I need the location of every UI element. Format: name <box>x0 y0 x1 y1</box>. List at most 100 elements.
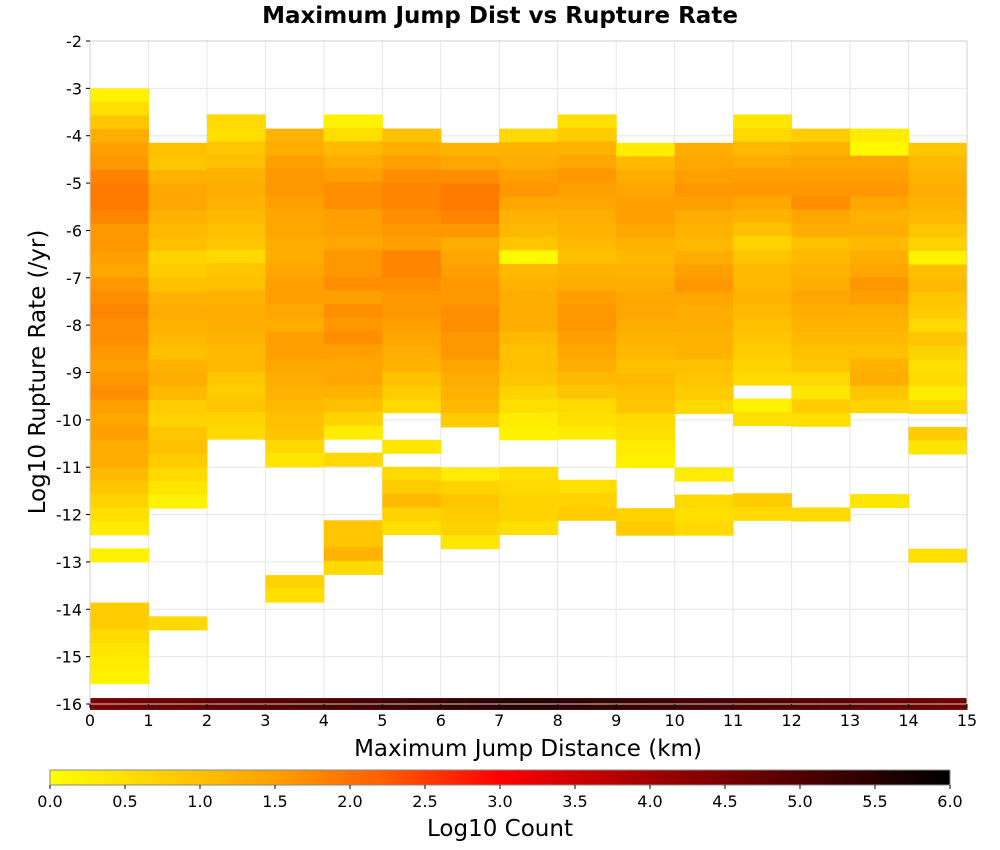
heatmap-cell <box>440 481 500 496</box>
heatmap-cell <box>206 290 266 305</box>
heatmap-cell <box>674 156 734 171</box>
heatmap-cell <box>382 304 442 319</box>
heatmap-cell <box>440 494 500 509</box>
heatmap-cell <box>90 115 149 130</box>
heatmap-cell <box>323 317 383 332</box>
heatmap-cell <box>499 304 559 319</box>
heatmap-cell <box>499 196 559 211</box>
y-tick-label: -6 <box>66 221 82 240</box>
heatmap-cell <box>557 371 617 386</box>
heatmap-cell <box>908 399 968 414</box>
heatmap-cell <box>382 169 442 184</box>
heatmap-cell <box>850 345 910 360</box>
heatmap-cell <box>90 480 149 495</box>
heatmap-cell <box>382 466 442 481</box>
heatmap-cell <box>382 385 442 400</box>
heatmap-cell <box>440 413 500 428</box>
heatmap-cell <box>323 330 383 345</box>
x-tick-label: 4 <box>319 711 329 730</box>
heatmap-cell <box>440 345 500 360</box>
heatmap-cell <box>206 317 266 332</box>
heatmap-cell <box>382 480 442 495</box>
heatmap-cell <box>733 209 793 224</box>
heatmap-cell <box>499 263 559 278</box>
heatmap-cell <box>908 426 968 441</box>
heatmap-cell <box>557 506 617 521</box>
heatmap-cell <box>206 344 266 359</box>
heatmap-cell <box>557 290 617 305</box>
heatmap-cell <box>499 142 559 157</box>
heatmap-cell <box>674 508 734 523</box>
heatmap-cell <box>791 290 851 305</box>
heatmap-cell <box>499 236 559 251</box>
heatmap-cell <box>382 399 442 414</box>
heatmap-cell <box>90 467 149 482</box>
heatmap-cell <box>557 141 617 156</box>
heatmap-cell <box>908 210 968 225</box>
heatmap-cell <box>499 399 559 414</box>
x-tick-label: 10 <box>664 711 684 730</box>
heatmap-cell <box>90 196 149 211</box>
heatmap-cell <box>148 454 208 469</box>
heatmap-cell <box>557 385 617 400</box>
heatmap-cell <box>616 521 676 536</box>
heatmap-cell <box>499 358 559 373</box>
heatmap-cell <box>908 318 968 333</box>
heatmap-cell <box>733 276 793 291</box>
heatmap-cell <box>499 155 559 170</box>
heatmap-cell <box>206 154 266 170</box>
x-tick-label: 7 <box>494 711 504 730</box>
heatmap-cell <box>499 345 559 360</box>
heatmap-cell <box>90 345 149 360</box>
heatmap-cell <box>908 183 968 198</box>
heatmap-cell <box>733 303 793 318</box>
heatmap-cell <box>440 535 500 550</box>
heatmap-cell <box>90 413 149 428</box>
heatmap-cell <box>674 467 734 482</box>
heatmap-cell <box>382 142 442 157</box>
heatmap-cell <box>674 278 734 293</box>
heatmap-cell <box>323 141 383 156</box>
heatmap-cell <box>499 507 559 522</box>
heatmap-cell <box>616 386 676 401</box>
heatmap-cell <box>206 398 266 413</box>
heatmap-cell <box>382 331 442 346</box>
heatmap-cell <box>440 210 500 225</box>
heatmap-cell <box>850 155 910 170</box>
heatmap-cell <box>148 481 208 496</box>
heatmap-cell <box>674 386 734 401</box>
heatmap-cell <box>148 372 208 387</box>
heatmap-cell <box>148 426 208 441</box>
heatmap-cell <box>382 290 442 305</box>
heatmap-cell <box>206 425 266 440</box>
heatmap-cell <box>90 507 149 522</box>
heatmap-cell <box>499 385 559 400</box>
heatmap-cell <box>90 616 149 631</box>
heatmap-cell <box>148 142 208 157</box>
heatmap-cell <box>148 183 208 198</box>
heatmap-cell <box>908 264 968 279</box>
colorbar-tick-label: 2.5 <box>412 792 437 811</box>
heatmap-cell <box>616 183 676 198</box>
heatmap-cell <box>499 466 559 481</box>
heatmap-cell <box>265 439 325 454</box>
heatmap-cell <box>440 278 500 293</box>
heatmap-cell <box>90 183 149 198</box>
heatmap-cell <box>323 547 383 562</box>
heatmap-cell <box>733 398 793 413</box>
heatmap-cell <box>908 156 968 171</box>
x-axis-label: Maximum Jump Distance (km) <box>354 736 702 762</box>
heatmap-cell <box>382 236 442 251</box>
heatmap-cell <box>791 507 851 522</box>
heatmap-cell <box>674 237 734 252</box>
heatmap-cell <box>382 439 442 454</box>
heatmap-cell <box>908 359 968 374</box>
heatmap-cell <box>206 371 266 386</box>
heatmap-cell <box>733 357 793 372</box>
heatmap-cell <box>908 332 968 347</box>
heatmap-cell <box>206 263 266 278</box>
heatmap-cell <box>265 155 325 170</box>
heatmap-cell <box>850 304 910 319</box>
heatmap-cell <box>90 602 149 617</box>
heatmap-cell <box>733 195 793 210</box>
